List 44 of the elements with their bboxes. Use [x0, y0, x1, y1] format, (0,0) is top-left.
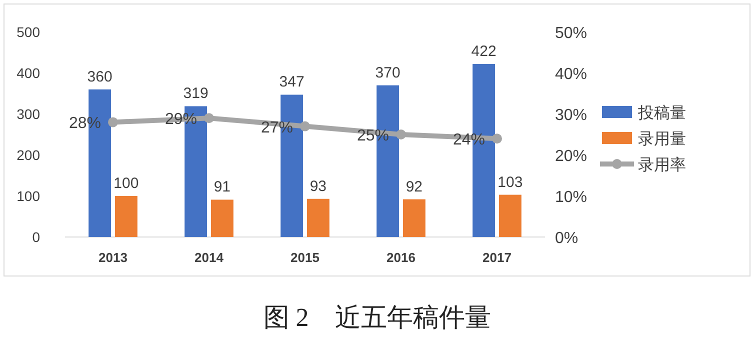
x-tick-label: 2017 [482, 250, 512, 265]
bar [210, 200, 234, 237]
point [492, 134, 502, 144]
data-label: 93 [310, 178, 327, 195]
bar [306, 198, 330, 237]
text: 图 2 近五年稿件量 [263, 303, 491, 332]
bar [498, 194, 522, 237]
data-label: 27% [260, 119, 293, 136]
point [300, 121, 310, 132]
data-label: 319 [183, 85, 208, 102]
x-tick-label: 2016 [386, 250, 416, 265]
y-tick-label: 400 [16, 65, 40, 81]
point [204, 113, 214, 124]
y2-tick-label: 0% [555, 230, 578, 247]
x-tick-label: 2015 [290, 250, 320, 265]
data-label: 347 [279, 74, 304, 91]
y-tick-label: 300 [16, 106, 40, 122]
bar [402, 199, 426, 237]
y2-tick-label: 20% [555, 148, 588, 165]
data-label: 422 [471, 42, 496, 60]
data-label: 92 [406, 178, 423, 196]
data-label: 25% [356, 128, 389, 144]
y2-tick-label: 50% [555, 25, 588, 42]
data-label: 360 [87, 68, 112, 86]
data-label: 370 [375, 64, 400, 82]
data-label: 91 [214, 178, 231, 196]
point [108, 117, 118, 128]
bar [114, 196, 138, 237]
y-tick-label: 500 [16, 24, 40, 40]
data-label: 100 [114, 175, 139, 192]
y2-tick-label: 10% [555, 189, 588, 206]
data-label: 24% [452, 132, 485, 149]
legend-label: 录用量 [638, 131, 686, 148]
y-tick-label: 200 [16, 147, 40, 163]
y-tick-label: 0 [32, 229, 40, 245]
legend-label: 投稿量 [637, 104, 686, 122]
point [396, 130, 406, 140]
data-label: 103 [498, 174, 523, 191]
legend-label: 录用率 [638, 156, 686, 174]
y-tick-label: 100 [16, 188, 40, 204]
y2-tick-label: 40% [555, 66, 588, 83]
y2-tick-label: 30% [555, 107, 588, 124]
x-tick-label: 2014 [194, 250, 224, 265]
x-tick-label: 2013 [98, 250, 128, 265]
